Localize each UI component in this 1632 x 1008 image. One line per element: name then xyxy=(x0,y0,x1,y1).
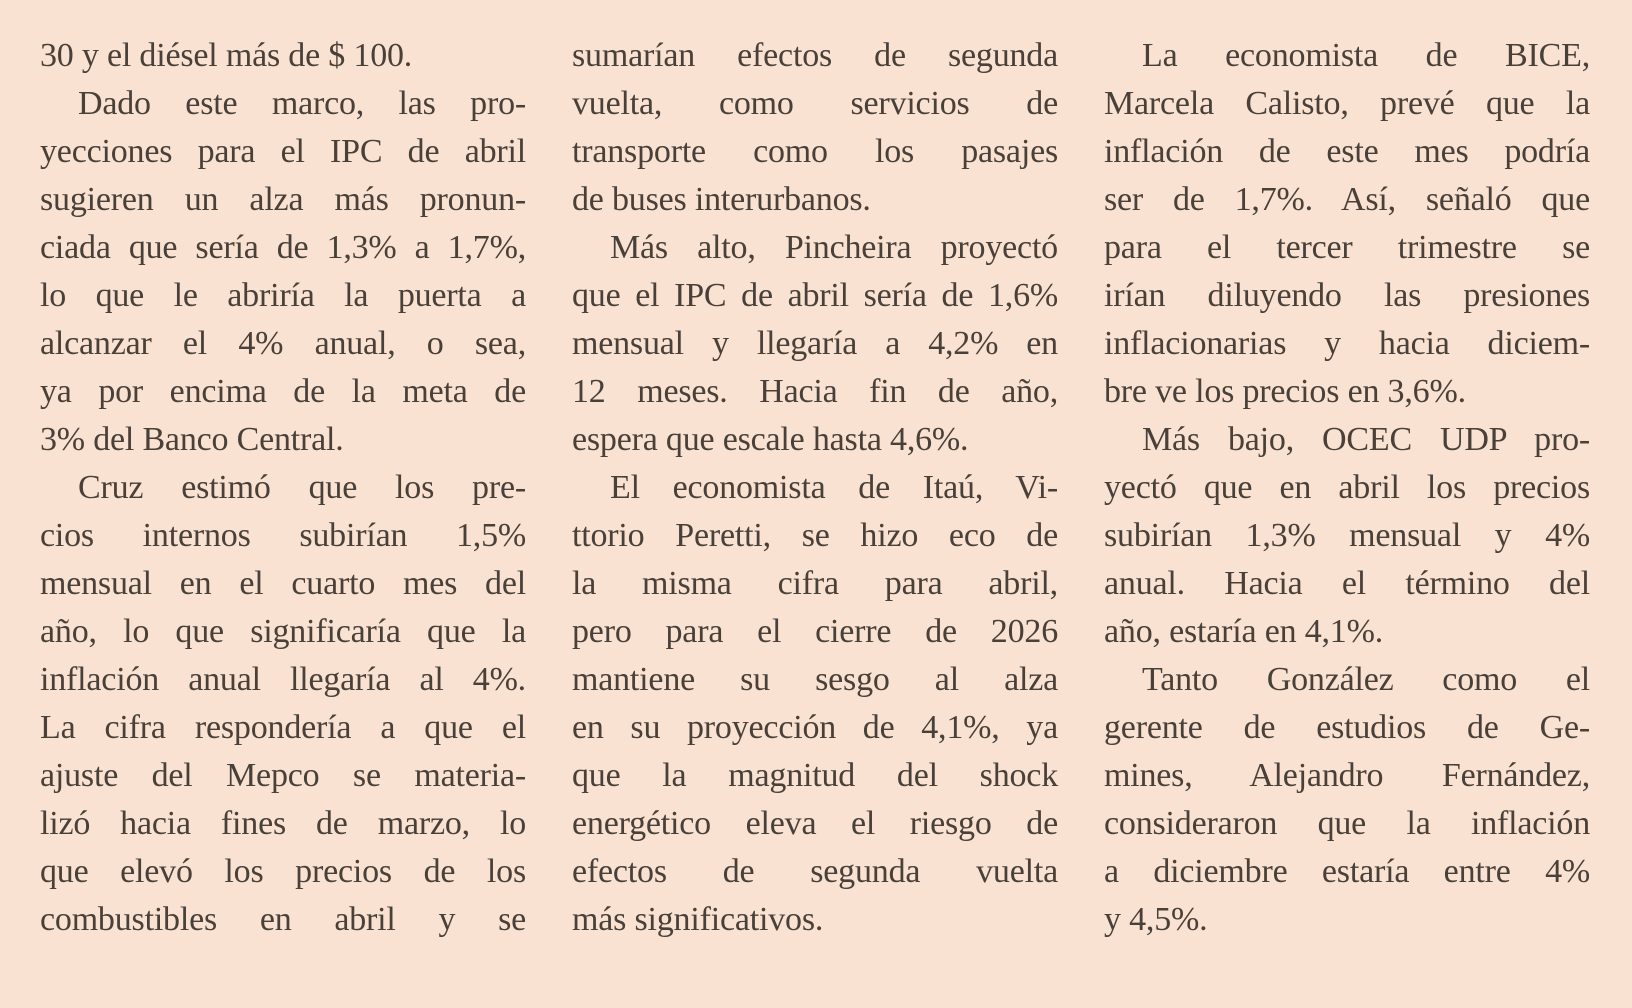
text-line: Más bajo, OCEC UDP pro- xyxy=(1142,421,1590,458)
text-line: La economista de BICE, xyxy=(1142,37,1590,74)
text-line: ya por encima de la meta de xyxy=(40,373,526,410)
text-line: La cifra respondería a que el xyxy=(40,709,526,746)
text-line: ser de 1,7%. Así, señaló que xyxy=(1104,181,1590,218)
text-line: yecciones para el IPC de abril xyxy=(40,133,526,170)
text-line: Cruz estimó que los pre- xyxy=(78,469,526,506)
text-line: para el tercer trimestre se xyxy=(1104,229,1590,266)
text-line: 3% del Banco Central. xyxy=(40,421,344,458)
text-line: año, lo que significaría que la xyxy=(40,613,526,650)
text-line: cios internos subirían 1,5% xyxy=(40,517,526,554)
text-line: en su proyección de 4,1%, ya xyxy=(572,709,1058,746)
text-line: gerente de estudios de Ge- xyxy=(1104,709,1590,746)
text-line: y 4,5%. xyxy=(1104,901,1208,938)
text-line: más significativos. xyxy=(572,901,824,938)
text-line: 30 y el diésel más de $ 100. xyxy=(40,37,413,74)
text-line: anual. Hacia el término del xyxy=(1104,565,1590,602)
text-line: Más alto, Pincheira proyectó xyxy=(610,229,1058,266)
text-line: inflacionarias y hacia diciem- xyxy=(1104,325,1590,362)
text-line: que elevó los precios de los xyxy=(40,853,526,890)
text-line: sumarían efectos de segunda xyxy=(572,37,1058,74)
text-line: que la magnitud del shock xyxy=(572,757,1058,794)
article-column-3: La economista de BICE, Marcela Calisto, p… xyxy=(1104,32,1590,944)
text-line: energético eleva el riesgo de xyxy=(572,805,1058,842)
text-line: que el IPC de abril sería de 1,6% xyxy=(572,277,1058,314)
text-line: mines, Alejandro Fernández, xyxy=(1104,757,1590,794)
text-line: vuelta, como servicios de xyxy=(572,85,1058,122)
text-line: alcanzar el 4% anual, o sea, xyxy=(40,325,526,362)
text-line: subirían 1,3% mensual y 4% xyxy=(1104,517,1590,554)
text-line: inflación de este mes podría xyxy=(1104,133,1590,170)
text-line: sugieren un alza más pronun- xyxy=(40,181,526,218)
article-column-2: sumarían efectos de segunda vuelta, como … xyxy=(572,32,1058,944)
text-line: irían diluyendo las presiones xyxy=(1104,277,1590,314)
text-line: El economista de Itaú, Vi- xyxy=(610,469,1058,506)
text-line: año, estaría en 4,1%. xyxy=(1104,613,1384,650)
text-line: Marcela Calisto, prevé que la xyxy=(1104,85,1590,122)
text-line: lizó hacia fines de marzo, lo xyxy=(40,805,526,842)
text-line: espera que escale hasta 4,6%. xyxy=(572,421,969,458)
text-line: la misma cifra para abril, xyxy=(572,565,1058,602)
text-line: Tanto González como el xyxy=(1142,661,1590,698)
text-line: inflación anual llegaría al 4%. xyxy=(40,661,526,698)
text-line: a diciembre estaría entre 4% xyxy=(1104,853,1590,890)
text-line: mensual y llegaría a 4,2% en xyxy=(572,325,1058,362)
text-line: mensual en el cuarto mes del xyxy=(40,565,526,602)
article-column-1: 30 y el diésel más de $ 100. Dado este ma… xyxy=(40,32,526,944)
text-line: pero para el cierre de 2026 xyxy=(572,613,1058,650)
text-line: combustibles en abril y se xyxy=(40,901,526,938)
text-line: lo que le abriría la puerta a xyxy=(40,277,526,314)
text-line: bre ve los precios en 3,6%. xyxy=(1104,373,1466,410)
text-line: Dado este marco, las pro- xyxy=(78,85,526,122)
text-line: de buses interurbanos. xyxy=(572,181,871,218)
text-line: mantiene su sesgo al alza xyxy=(572,661,1058,698)
text-line: ciada que sería de 1,3% a 1,7%, xyxy=(40,229,526,266)
text-line: efectos de segunda vuelta xyxy=(572,853,1058,890)
newspaper-article: 30 y el diésel más de $ 100. Dado este ma… xyxy=(40,32,1590,944)
text-line: transporte como los pasajes xyxy=(572,133,1058,170)
text-line: yectó que en abril los precios xyxy=(1104,469,1590,506)
text-line: 12 meses. Hacia fin de año, xyxy=(572,373,1058,410)
text-line: consideraron que la inflación xyxy=(1104,805,1590,842)
text-line: ajuste del Mepco se materia- xyxy=(40,757,526,794)
text-line: ttorio Peretti, se hizo eco de xyxy=(572,517,1058,554)
